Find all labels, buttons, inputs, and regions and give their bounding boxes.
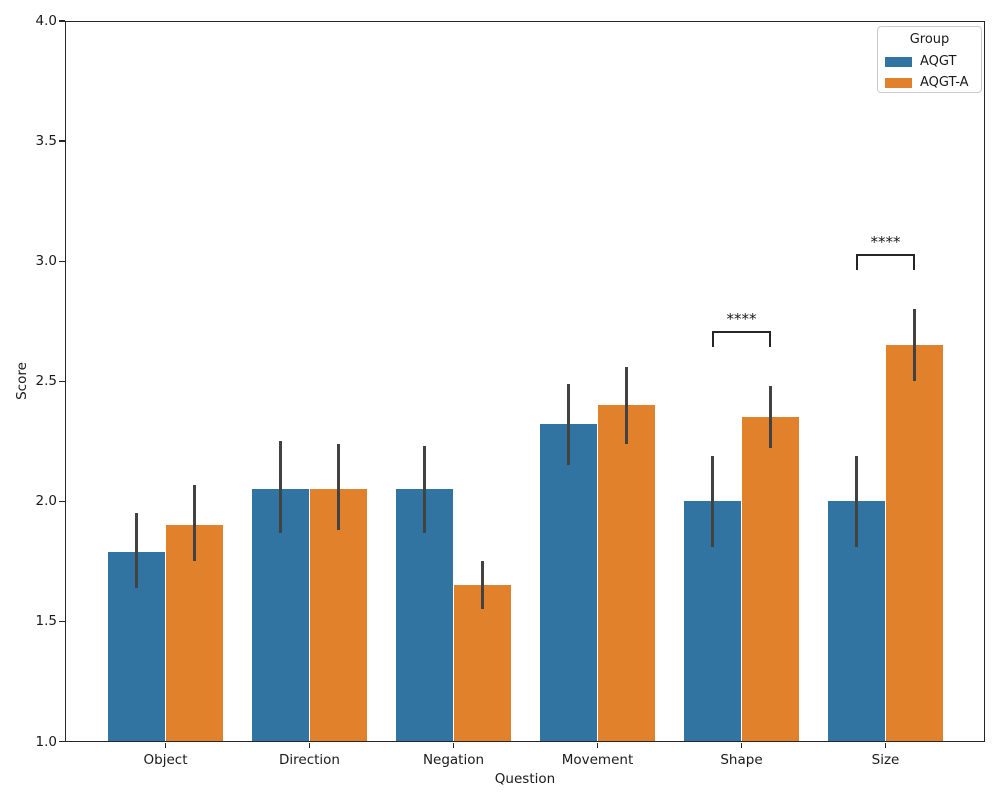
x-tick-label: Movement xyxy=(561,751,634,768)
significance-stars: **** xyxy=(726,309,757,328)
x-tick-mark xyxy=(884,742,887,748)
error-bar xyxy=(912,309,917,382)
legend: Group AQGT AQGT-A xyxy=(877,26,982,93)
error-bar xyxy=(192,484,197,562)
error-bar xyxy=(134,513,139,588)
legend-entry-aqgt: AQGT xyxy=(885,54,956,69)
error-bar xyxy=(768,386,773,449)
y-tick-label: 2.0 xyxy=(35,493,57,510)
x-tick-mark xyxy=(452,742,455,748)
legend-entry-aqgt-a: AQGT-A xyxy=(885,75,969,90)
y-tick-label: 2.5 xyxy=(35,373,57,390)
legend-patch-aqgt-a xyxy=(885,77,912,88)
x-tick-label: Shape xyxy=(720,751,763,768)
error-bar xyxy=(336,443,341,531)
error-bar xyxy=(422,446,427,533)
y-tick-label: 4.0 xyxy=(35,13,57,29)
x-tick-mark xyxy=(164,742,167,748)
y-tick-label: 1.0 xyxy=(35,733,57,750)
legend-label-aqgt: AQGT xyxy=(920,54,957,69)
significance-stars: **** xyxy=(870,232,901,251)
y-tick-mark xyxy=(59,620,65,623)
x-tick-mark xyxy=(596,742,599,748)
bar-aqgt-a-shape xyxy=(741,417,800,742)
significance-bracket-tick xyxy=(913,253,916,270)
y-tick-mark xyxy=(59,740,65,743)
legend-title: Group xyxy=(909,32,950,47)
x-tick-label: Size xyxy=(871,751,900,768)
bar-aqgt-a-direction xyxy=(309,489,368,742)
error-bar xyxy=(480,561,485,610)
error-bar xyxy=(854,455,859,547)
x-tick-label: Direction xyxy=(279,751,340,768)
significance-bracket xyxy=(711,330,772,333)
error-bar xyxy=(710,455,715,547)
error-bar xyxy=(566,383,571,466)
x-tick-label: Object xyxy=(143,751,188,768)
x-tick-mark xyxy=(740,742,743,748)
y-tick-mark xyxy=(59,500,65,503)
significance-bracket-tick xyxy=(855,253,858,270)
significance-bracket-tick xyxy=(769,330,772,347)
bar-aqgt-a-size xyxy=(885,345,944,742)
y-tick-label: 3.5 xyxy=(35,133,57,150)
bar-aqgt-a-object xyxy=(165,525,224,742)
bar-aqgt-movement xyxy=(539,424,598,742)
x-tick-mark xyxy=(308,742,311,748)
y-tick-mark xyxy=(59,140,65,142)
bar-aqgt-a-movement xyxy=(597,405,656,742)
error-bar xyxy=(624,366,629,444)
x-tick-label: Negation xyxy=(422,751,485,768)
y-tick-label: 3.0 xyxy=(35,253,57,270)
legend-label-aqgt-a: AQGT-A xyxy=(920,75,969,90)
y-tick-mark xyxy=(59,380,65,382)
y-tick-label: 1.5 xyxy=(35,613,57,630)
bar-aqgt-a-negation xyxy=(453,585,512,742)
y-tick-mark xyxy=(59,260,65,262)
significance-bracket-tick xyxy=(711,330,714,347)
x-axis-label: Question xyxy=(494,771,556,787)
significance-bracket xyxy=(855,253,916,256)
y-tick-mark xyxy=(59,20,65,22)
error-bar xyxy=(278,441,283,533)
legend-patch-aqgt xyxy=(885,56,912,67)
